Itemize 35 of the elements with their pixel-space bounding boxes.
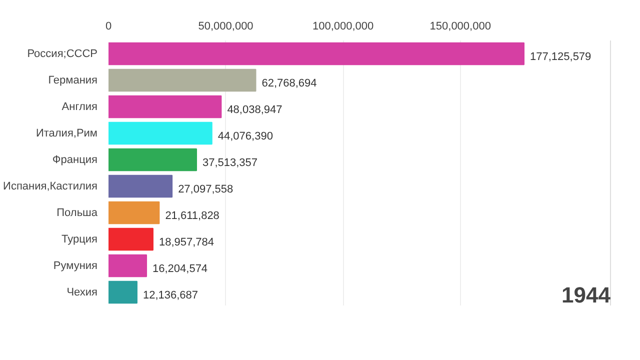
bar (108, 122, 212, 145)
bar (108, 95, 222, 118)
bar (108, 201, 160, 224)
data-label: 21,611,828 (165, 210, 220, 222)
data-label: 44,076,390 (218, 130, 273, 142)
y-tick-label: Германия (48, 74, 98, 86)
x-tick-label: 150,000,000 (430, 20, 491, 32)
y-tick-label: Россия;СССР (27, 48, 98, 60)
data-label: 12,136,687 (142, 289, 198, 302)
x-tick-label: 0 (105, 20, 112, 32)
x-tick-label: 100,000,000 (312, 20, 374, 32)
y-tick-label: Польша (56, 206, 98, 219)
y-tick-label: Чехия (66, 286, 98, 298)
bar (108, 174, 173, 198)
annotation: 1944 (562, 282, 612, 308)
x-tick-label: 50,000,000 (198, 20, 254, 32)
bar (108, 68, 256, 92)
data-label: 16,204,574 (152, 262, 208, 275)
y-tick-label: Испания,Кастилия (3, 180, 98, 192)
y-tick-label: Турция (62, 233, 98, 246)
bar (108, 42, 524, 66)
y-tick-label: Румуния (53, 260, 98, 272)
bar (108, 228, 154, 251)
y-tick-label: Италия,Рим (36, 127, 98, 140)
data-label: 62,768,694 (262, 77, 317, 90)
data-label: 18,957,784 (158, 236, 214, 248)
bar (108, 254, 148, 278)
bar (108, 280, 138, 304)
data-label: 37,513,357 (202, 156, 258, 169)
data-label: 177,125,579 (530, 50, 592, 63)
bar (108, 148, 197, 172)
y-tick-label: Франция (52, 154, 98, 166)
y-tick-label: Англия (62, 100, 98, 113)
data-label: 48,038,947 (227, 104, 282, 116)
data-label: 27,097,558 (178, 183, 234, 196)
